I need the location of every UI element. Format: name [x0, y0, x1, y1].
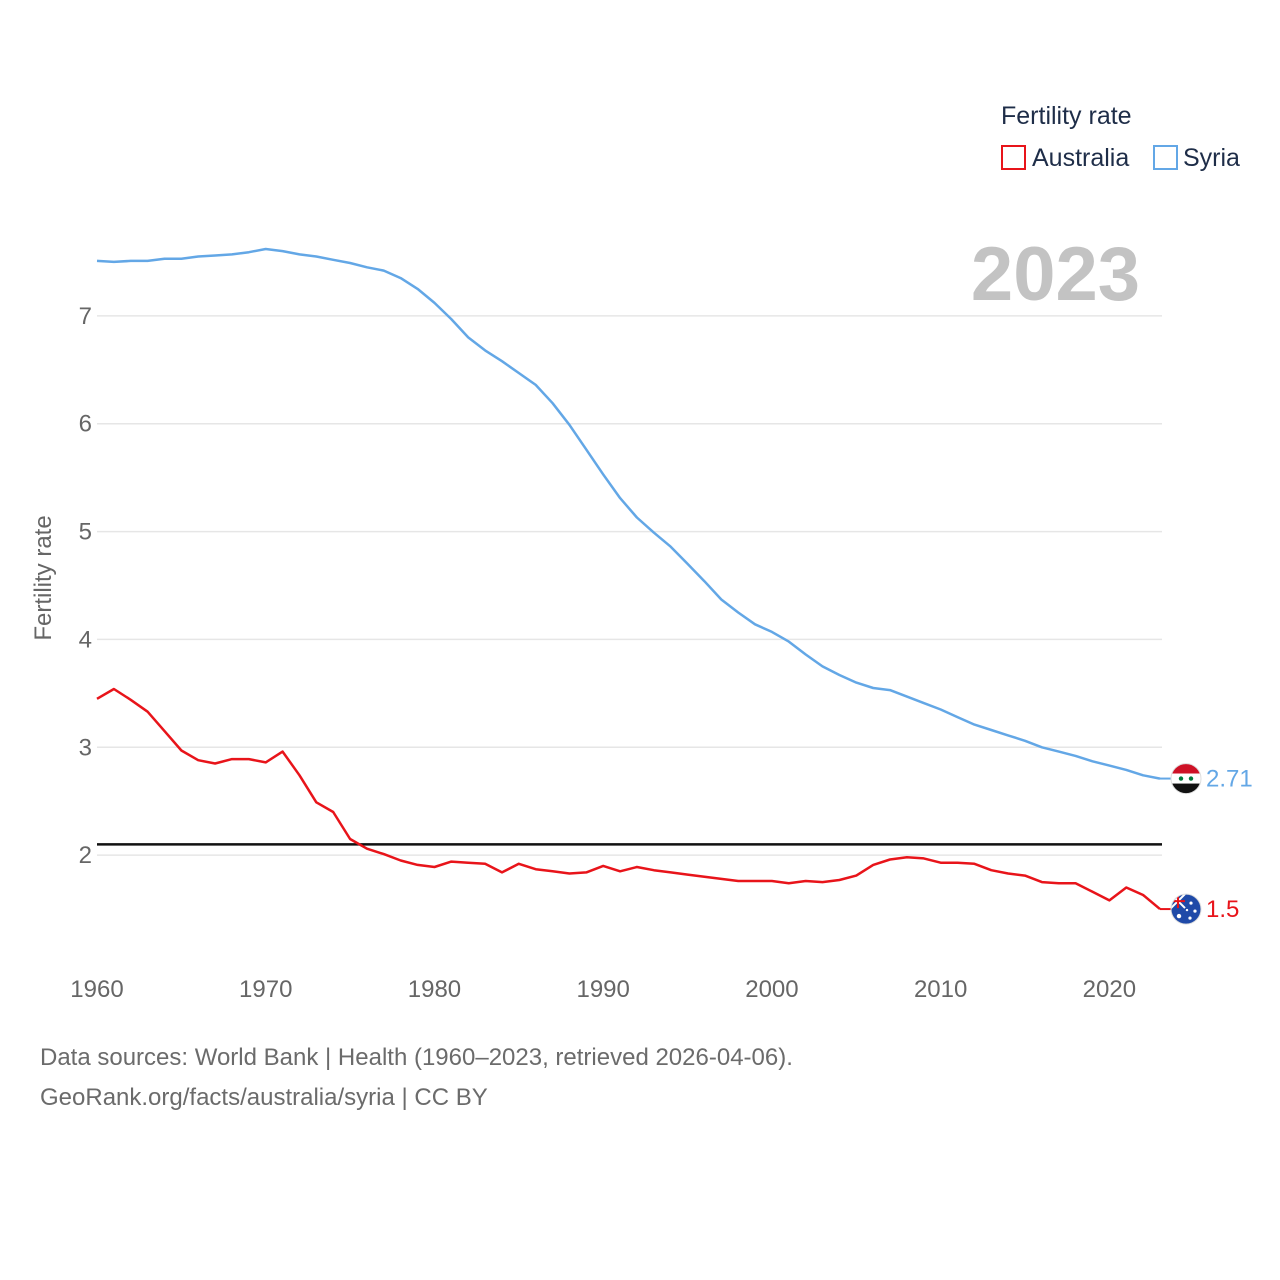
legend: Fertility rate Australia Syria — [1001, 102, 1240, 172]
legend-title: Fertility rate — [1001, 102, 1132, 130]
legend-label-australia: Australia — [1032, 144, 1129, 172]
legend-item-syria[interactable]: Syria — [1153, 144, 1240, 172]
legend-item-australia[interactable]: Australia — [1001, 144, 1129, 172]
end-value-label-australia: 1.5 — [1206, 896, 1239, 923]
legend-label-syria: Syria — [1183, 144, 1240, 172]
grid — [97, 315, 1162, 856]
y-tick-label-4: 4 — [79, 626, 92, 653]
end-value-label-syria: 2.71 — [1206, 766, 1253, 793]
current-year-label: 2023 — [971, 232, 1140, 317]
legend-swatch-syria — [1153, 145, 1178, 170]
flag-australia-icon — [1170, 893, 1202, 925]
series-group — [96, 247, 1161, 911]
legend-swatch-australia — [1001, 145, 1026, 170]
x-tick-label-1970: 1970 — [239, 976, 292, 1003]
y-tick-label-6: 6 — [79, 411, 92, 438]
end-markers: 1.5 2.71 — [1160, 763, 1253, 925]
y-tick-label-7: 7 — [79, 303, 92, 330]
x-tick-label-2000: 2000 — [745, 976, 798, 1003]
y-axis-ticks: 2 3 4 5 6 7 — [79, 303, 92, 869]
x-tick-label-1990: 1990 — [576, 976, 629, 1003]
source-line-1: Data sources: World Bank | Health (1960–… — [40, 1044, 793, 1071]
y-tick-label-3: 3 — [79, 734, 92, 761]
series-line-syria[interactable] — [96, 247, 1161, 780]
y-tick-label-5: 5 — [79, 519, 92, 546]
y-axis-label: Fertility rate — [30, 515, 57, 640]
series-line-australia[interactable] — [96, 687, 1161, 911]
x-tick-label-2020: 2020 — [1083, 976, 1136, 1003]
source-line-2[interactable]: GeoRank.org/facts/australia/syria | CC B… — [40, 1084, 488, 1111]
flag-syria-icon — [1170, 763, 1202, 795]
x-axis-ticks: 1960 1970 1980 1990 2000 2010 2020 — [70, 976, 1136, 1003]
x-tick-label-1960: 1960 — [70, 976, 123, 1003]
x-tick-label-2010: 2010 — [914, 976, 967, 1003]
x-tick-label-1980: 1980 — [408, 976, 461, 1003]
y-tick-label-2: 2 — [79, 842, 92, 869]
